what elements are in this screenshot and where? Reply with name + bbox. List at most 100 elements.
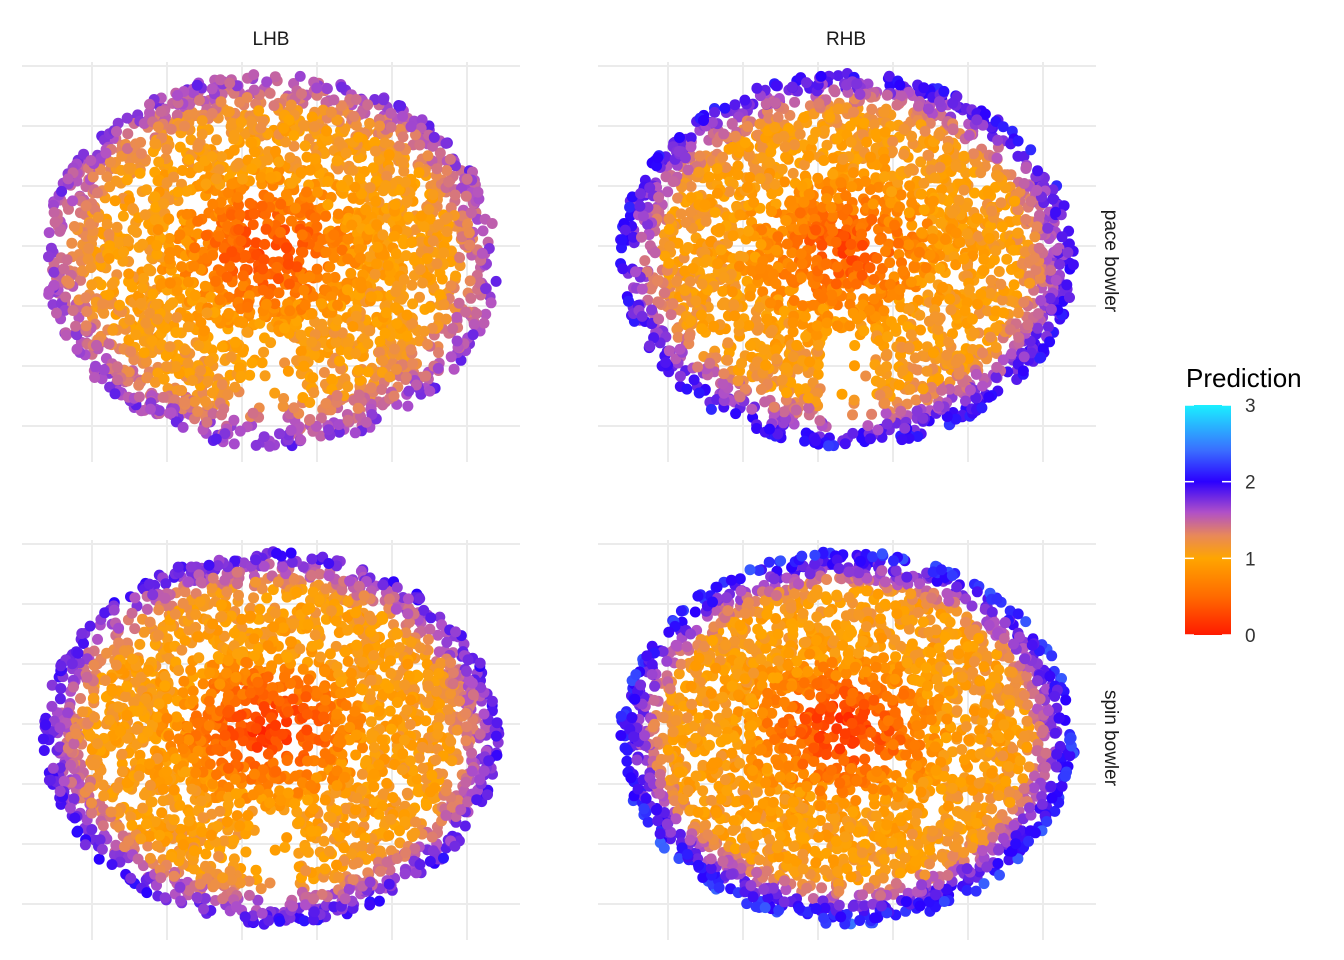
scatter-point xyxy=(700,215,712,227)
scatter-point xyxy=(352,131,364,143)
scatter-point xyxy=(771,353,782,365)
scatter-point xyxy=(299,140,311,152)
scatter-point xyxy=(379,137,391,149)
scatter-point xyxy=(746,403,758,415)
scatter-point xyxy=(799,311,811,323)
scatter-point xyxy=(448,363,460,375)
scatter-point xyxy=(101,219,113,230)
scatter-point xyxy=(742,121,753,132)
scatter-point xyxy=(248,69,260,81)
scatter-point xyxy=(1045,264,1057,276)
scatter-point xyxy=(421,253,433,265)
scatter-point xyxy=(893,379,905,391)
scatter-point xyxy=(323,424,335,436)
scatter-point xyxy=(312,186,323,198)
scatter-point xyxy=(759,396,771,408)
scatter-point xyxy=(306,308,318,320)
scatter-point xyxy=(828,84,840,96)
scatter-point xyxy=(126,281,138,293)
scatter-point xyxy=(770,278,782,290)
scatter-point xyxy=(232,191,244,203)
scatter-point xyxy=(111,126,122,137)
scatter-point xyxy=(360,204,372,216)
scatter-point xyxy=(880,245,891,257)
scatter-point xyxy=(814,415,826,427)
scatter-point xyxy=(149,191,161,203)
scatter-point xyxy=(1018,351,1030,363)
scatter-point xyxy=(405,121,417,133)
scatter-point xyxy=(246,163,258,175)
scatter-point xyxy=(250,439,262,451)
scatter-point xyxy=(309,212,321,224)
scatter-point xyxy=(937,281,949,293)
scatter-point xyxy=(468,318,480,330)
scatter-point xyxy=(109,195,121,207)
scatter-point xyxy=(781,238,793,250)
scatter-point xyxy=(1047,193,1059,205)
scatter-point xyxy=(438,247,450,259)
scatter-point xyxy=(237,270,249,282)
scatter-point xyxy=(674,370,686,382)
scatter-point xyxy=(985,274,997,286)
scatter-point xyxy=(959,305,971,317)
scatter-point xyxy=(309,153,321,165)
scatter-point xyxy=(279,322,291,334)
scatter-point xyxy=(975,167,987,179)
scatter-point xyxy=(424,301,436,313)
scatter-point xyxy=(400,371,412,383)
scatter-point xyxy=(696,323,708,335)
scatter-point xyxy=(100,147,112,159)
scatter-point xyxy=(330,336,342,348)
scatter-point xyxy=(405,237,417,249)
scatter-point xyxy=(321,272,333,284)
scatter-point xyxy=(49,216,61,228)
scatter-point xyxy=(780,151,792,163)
scatter-point xyxy=(365,291,377,303)
scatter-point xyxy=(864,433,876,445)
scatter-point xyxy=(234,425,246,437)
scatter-point xyxy=(827,168,839,180)
scatter-point xyxy=(778,305,790,317)
scatter-point xyxy=(200,178,212,190)
scatter-point xyxy=(253,105,265,117)
scatter-point xyxy=(189,396,201,408)
scatter-point xyxy=(803,402,815,414)
scatter-point xyxy=(324,261,336,273)
scatter-point xyxy=(210,275,222,287)
scatter-point xyxy=(765,327,777,339)
scatter-point xyxy=(403,211,415,223)
scatter-point xyxy=(70,320,82,332)
scatter-point xyxy=(397,156,409,168)
scatter-point xyxy=(1025,144,1037,156)
scatter-point xyxy=(897,265,909,277)
scatter-point xyxy=(228,438,240,450)
scatter-point xyxy=(43,251,54,263)
scatter-point xyxy=(325,107,337,118)
scatter-point xyxy=(743,225,754,237)
scatter-point xyxy=(813,339,825,351)
scatter-point xyxy=(364,182,376,194)
scatter-point xyxy=(824,111,836,123)
scatter-point xyxy=(624,201,636,213)
scatter-point xyxy=(147,288,159,300)
scatter-point xyxy=(320,210,332,222)
scatter-point xyxy=(705,403,717,415)
scatter-point xyxy=(263,192,275,204)
scatter-point xyxy=(164,299,176,311)
scatter-point xyxy=(653,313,665,325)
scatter-point xyxy=(202,375,214,387)
scatter-point xyxy=(296,88,307,100)
scatter-point xyxy=(260,298,272,310)
scatter-point xyxy=(174,141,186,153)
scatter-point xyxy=(390,286,402,298)
scatter-point xyxy=(341,284,353,296)
scatter-point xyxy=(56,185,68,197)
scatter-point xyxy=(182,358,194,369)
scatter-point xyxy=(405,344,417,356)
scatter-point xyxy=(781,387,793,399)
scatter-point xyxy=(958,150,970,162)
scatter-point xyxy=(258,346,270,358)
scatter-point xyxy=(422,339,433,350)
scatter-point xyxy=(388,230,400,242)
scatter-point xyxy=(718,272,730,283)
